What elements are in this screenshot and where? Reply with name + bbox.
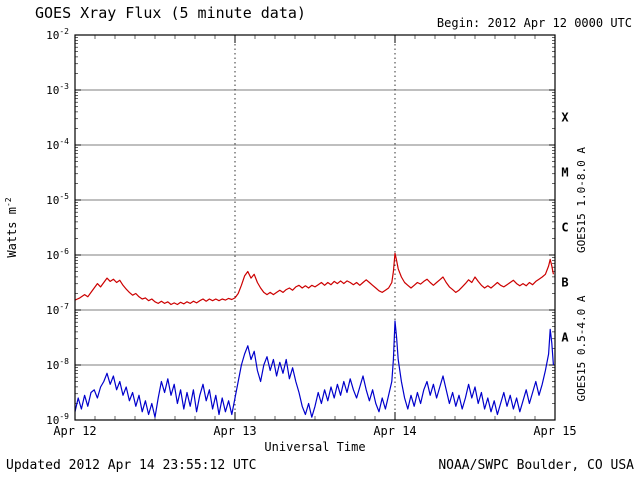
x-tick-label: Apr 15 — [533, 424, 576, 438]
y-tick-exponent: -4 — [59, 137, 69, 146]
channel-label: GOES15 0.5-4.0 A — [575, 295, 588, 401]
y-tick-exponent: -8 — [59, 357, 69, 366]
y-axis-title: Watts m-2 — [4, 197, 19, 257]
updated-label: Updated 2012 Apr 14 23:55:12 UTC — [6, 458, 256, 473]
y-tick-exponent: -3 — [59, 82, 69, 91]
flare-class-label: C — [561, 221, 568, 235]
flux-line-long — [75, 252, 554, 306]
y-tick-exponent: -5 — [59, 192, 69, 201]
flare-class-label: M — [561, 166, 568, 180]
x-tick-label: Apr 12 — [53, 424, 96, 438]
x-tick-label: Apr 13 — [213, 424, 256, 438]
begin-label: Begin: 2012 Apr 12 0000 UTC — [437, 16, 632, 30]
y-tick-exponent: -9 — [59, 412, 69, 421]
flare-class-label: A — [561, 331, 569, 345]
x-tick-label: Apr 14 — [373, 424, 416, 438]
x-axis-title: Universal Time — [264, 440, 365, 454]
credit-label: NOAA/SWPC Boulder, CO USA — [438, 458, 634, 473]
flare-class-label: B — [561, 276, 568, 290]
y-axis-title-exponent: -2 — [4, 197, 13, 207]
flare-class-label: X — [561, 111, 569, 125]
y-tick-exponent: -6 — [59, 247, 69, 256]
y-tick-exponent: -7 — [59, 302, 69, 311]
chart-title: GOES Xray Flux (5 minute data) — [35, 4, 306, 22]
plot-frame — [74, 34, 556, 421]
flux-line-short — [75, 320, 554, 418]
channel-label: GOES15 1.0-8.0 A — [575, 147, 588, 253]
y-tick-exponent: -2 — [59, 27, 69, 36]
